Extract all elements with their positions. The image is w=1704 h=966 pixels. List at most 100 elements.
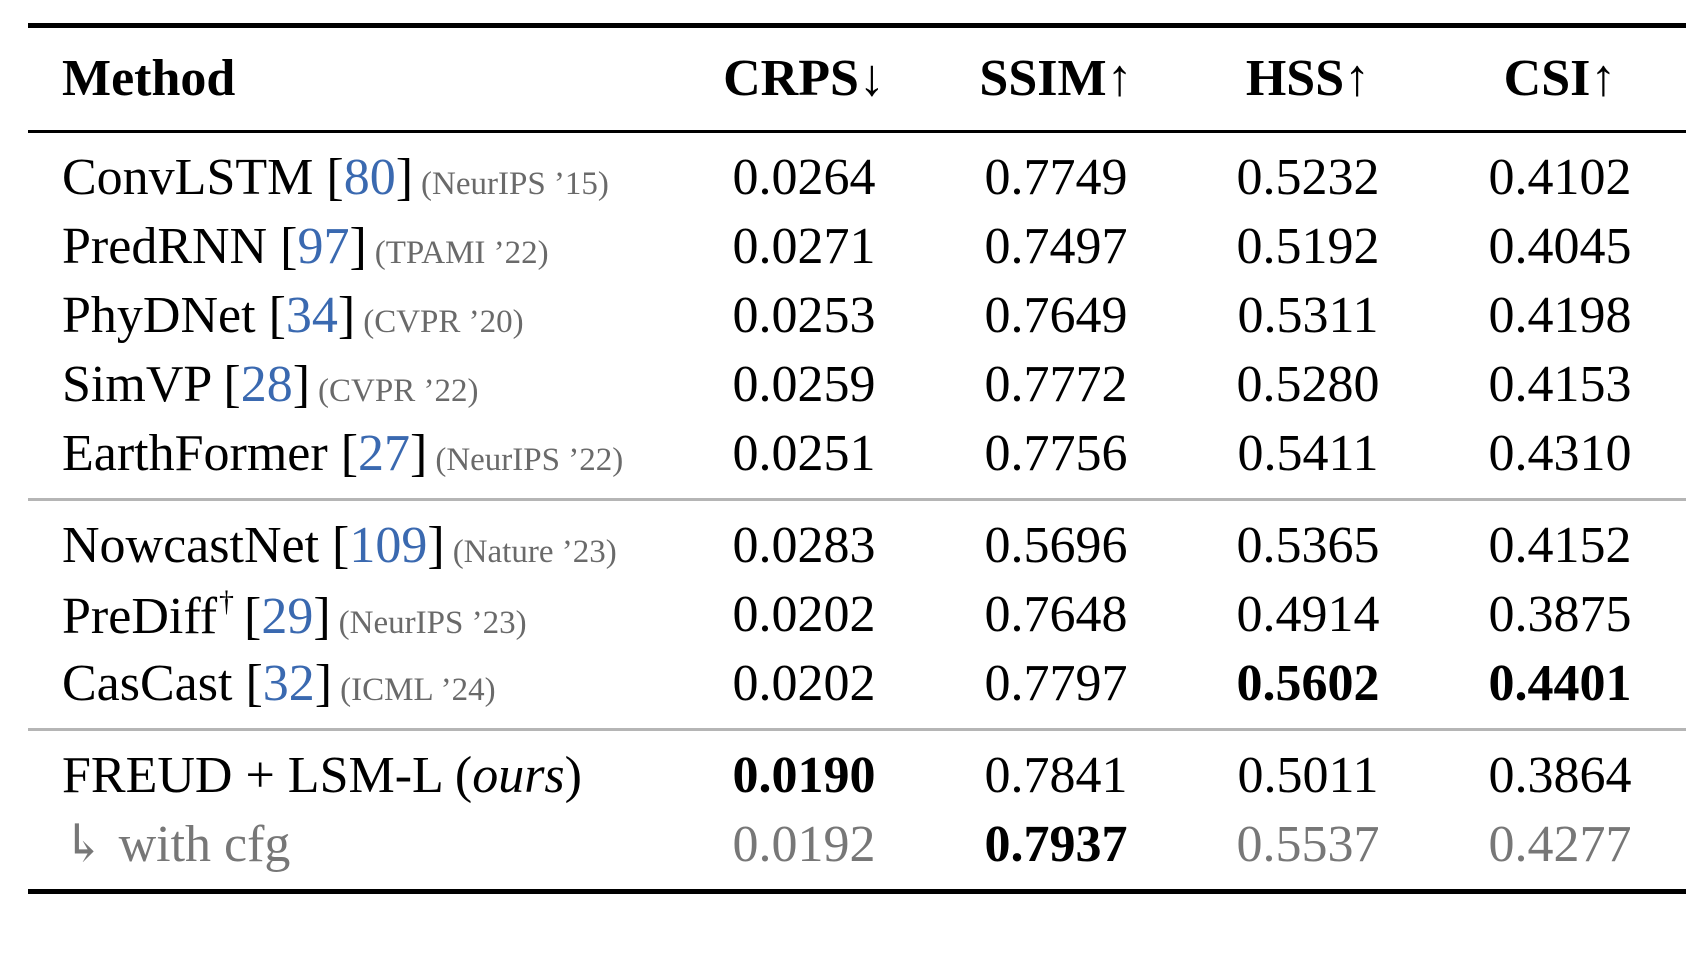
hss-value: 0.5280 xyxy=(1236,355,1380,413)
crps-value: 0.0271 xyxy=(732,217,876,275)
method-cell: NowcastNet [109] (Nature ’23) xyxy=(62,516,617,574)
method-cell: CasCast [32] (ICML ’24) xyxy=(62,654,496,712)
hss-value: 0.5192 xyxy=(1236,217,1380,275)
method-cell: EarthFormer [27] (NeurIPS ’22) xyxy=(62,424,624,482)
method-name-prefix: FREUD + LSM-L ( xyxy=(62,746,473,804)
csi-value: 0.3875 xyxy=(1488,585,1632,643)
method-cell: FREUD + LSM-L (ours) xyxy=(28,730,678,811)
results-table: Method CRPS↓ SSIM↑ HSS↑ CSI↑ ConvLSTM [8… xyxy=(28,23,1686,894)
table-row: PreDiff† [29] (NeurIPS ’23) 0.0202 0.7648 … xyxy=(28,580,1686,649)
citation-link[interactable]: 29 xyxy=(261,587,314,645)
table-row: CasCast [32] (ICML ’24) 0.0202 0.7797 0.5… xyxy=(28,649,1686,730)
crps-value: 0.0192 xyxy=(732,815,876,873)
table-row: PhyDNet [34] (CVPR ’20) 0.0253 0.7649 0.5… xyxy=(28,281,1686,350)
citation-link[interactable]: 109 xyxy=(349,516,428,574)
method-name: ↳ with cfg xyxy=(62,815,291,873)
header-crps: CRPS↓ xyxy=(723,50,885,107)
hss-value: 0.5232 xyxy=(1236,148,1380,206)
citation-link[interactable]: 27 xyxy=(358,424,411,482)
method-cell: PhyDNet [34] (CVPR ’20) xyxy=(62,286,524,344)
crps-value: 0.0251 xyxy=(732,424,876,482)
method-cell: PreDiff† [29] (NeurIPS ’23) xyxy=(62,584,527,645)
header-row: Method CRPS↓ SSIM↑ HSS↑ CSI↑ xyxy=(28,25,1686,132)
table-row: NowcastNet [109] (Nature ’23) 0.0283 0.56… xyxy=(28,500,1686,581)
header-method: Method xyxy=(62,50,236,107)
hss-value: 0.4914 xyxy=(1236,585,1380,643)
csi-value: 0.4198 xyxy=(1488,286,1632,344)
results-table-container: Method CRPS↓ SSIM↑ HSS↑ CSI↑ ConvLSTM [8… xyxy=(28,23,1686,894)
ssim-value: 0.7772 xyxy=(984,355,1128,413)
method-name-italic: ours xyxy=(472,746,565,804)
venue-label: (NeurIPS ’23) xyxy=(338,604,527,641)
crps-value: 0.0264 xyxy=(732,148,876,206)
csi-value: 0.4045 xyxy=(1488,217,1632,275)
venue-label: (NeurIPS ’22) xyxy=(435,441,624,478)
method-name: SimVP xyxy=(62,355,211,413)
header-csi: CSI↑ xyxy=(1503,50,1617,107)
hss-value: 0.5011 xyxy=(1237,746,1379,804)
csi-value: 0.4310 xyxy=(1488,424,1632,482)
crps-value-best: 0.0190 xyxy=(732,746,876,804)
table-row: FREUD + LSM-L (ours) 0.0190 0.7841 0.501… xyxy=(28,730,1686,811)
venue-label: (ICML ’24) xyxy=(340,671,496,708)
table-row: PredRNN [97] (TPAMI ’22) 0.0271 0.7497 0.… xyxy=(28,212,1686,281)
venue-label: (TPAMI ’22) xyxy=(374,234,549,271)
crps-value: 0.0259 xyxy=(732,355,876,413)
citation-link[interactable]: 28 xyxy=(240,355,293,413)
ssim-value: 0.7497 xyxy=(984,217,1128,275)
ssim-value: 0.7749 xyxy=(984,148,1128,206)
hss-value: 0.5311 xyxy=(1237,286,1379,344)
crps-value: 0.0202 xyxy=(732,585,876,643)
table-row: ConvLSTM [80] (NeurIPS ’15) 0.0264 0.7749… xyxy=(28,132,1686,213)
hss-value-best: 0.5602 xyxy=(1236,654,1380,712)
ssim-value-best: 0.7937 xyxy=(984,815,1128,873)
csi-value: 0.4277 xyxy=(1488,815,1632,873)
csi-value-best: 0.4401 xyxy=(1488,654,1632,712)
hss-value: 0.5411 xyxy=(1237,424,1379,482)
ours-group: FREUD + LSM-L (ours) 0.0190 0.7841 0.501… xyxy=(28,729,1686,892)
method-name: ConvLSTM xyxy=(62,148,314,206)
csi-value: 0.4102 xyxy=(1488,148,1632,206)
venue-label: (CVPR ’22) xyxy=(318,372,479,409)
venue-label: (NeurIPS ’15) xyxy=(421,165,609,202)
method-name: PredRNN xyxy=(62,217,268,275)
crps-value: 0.0253 xyxy=(732,286,876,344)
citation-link[interactable]: 97 xyxy=(297,217,350,275)
csi-value: 0.4153 xyxy=(1488,355,1632,413)
method-cell: SimVP [28] (CVPR ’22) xyxy=(62,355,479,413)
citation-link[interactable]: 80 xyxy=(343,148,396,206)
ssim-value: 0.7756 xyxy=(984,424,1128,482)
generative-group: NowcastNet [109] (Nature ’23) 0.0283 0.56… xyxy=(28,499,1686,730)
citation-link[interactable]: 34 xyxy=(285,286,338,344)
ssim-value: 0.7649 xyxy=(984,286,1128,344)
csi-value: 0.3864 xyxy=(1488,746,1632,804)
ssim-value: 0.5696 xyxy=(984,516,1128,574)
table-row: SimVP [28] (CVPR ’22) 0.0259 0.7772 0.528… xyxy=(28,350,1686,419)
method-name: NowcastNet xyxy=(62,516,320,574)
method-name: CasCast xyxy=(62,654,233,712)
method-name-suffix: ) xyxy=(564,746,582,804)
venue-label: (Nature ’23) xyxy=(452,533,617,570)
table-row: ↳ with cfg 0.0192 0.7937 0.5537 0.4277 xyxy=(28,810,1686,892)
hss-value: 0.5365 xyxy=(1236,516,1380,574)
ssim-value: 0.7841 xyxy=(984,746,1128,804)
venue-label: (CVPR ’20) xyxy=(363,303,524,340)
table-header: Method CRPS↓ SSIM↑ HSS↑ CSI↑ xyxy=(28,25,1686,132)
csi-value: 0.4152 xyxy=(1488,516,1632,574)
crps-value: 0.0202 xyxy=(732,654,876,712)
hss-value: 0.5537 xyxy=(1236,815,1380,873)
crps-value: 0.0283 xyxy=(732,516,876,574)
citation-link[interactable]: 32 xyxy=(262,654,315,712)
ssim-value: 0.7797 xyxy=(984,654,1128,712)
method-cell: PredRNN [97] (TPAMI ’22) xyxy=(62,217,549,275)
header-hss: HSS↑ xyxy=(1245,50,1371,107)
table-row: EarthFormer [27] (NeurIPS ’22) 0.0251 0.7… xyxy=(28,419,1686,500)
ssim-value: 0.7648 xyxy=(984,585,1128,643)
method-name: PreDiff xyxy=(62,587,218,645)
header-ssim: SSIM↑ xyxy=(979,50,1133,107)
method-name: PhyDNet xyxy=(62,286,256,344)
method-name: EarthFormer xyxy=(62,424,328,482)
dagger-mark: † xyxy=(219,584,235,618)
method-cell: ConvLSTM [80] (NeurIPS ’15) xyxy=(62,148,609,206)
baseline-group: ConvLSTM [80] (NeurIPS ’15) 0.0264 0.7749… xyxy=(28,132,1686,500)
